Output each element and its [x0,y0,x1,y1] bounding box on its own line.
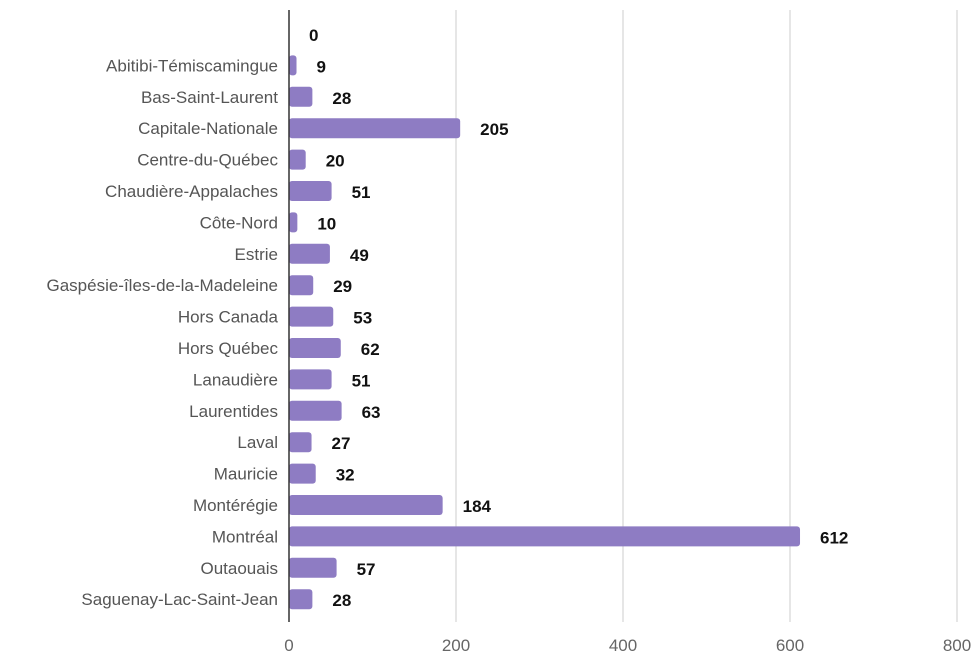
category-label-13: Laval [237,433,278,452]
x-tick-label-200: 200 [442,636,470,655]
bar-13 [289,432,312,453]
data-label-13: 27 [332,434,351,453]
data-label-3: 205 [480,120,508,139]
data-label-7: 49 [350,246,369,265]
bar-18 [289,589,313,610]
data-label-5: 51 [352,183,371,202]
category-label-15: Montérégie [193,496,278,515]
bar-6 [289,212,298,233]
category-label-1: Abitibi-Témiscamingue [106,56,278,75]
category-label-8: Gaspésie-îles-de-la-Madeleine [46,276,278,295]
bar-4 [289,149,306,170]
bar-5 [289,181,332,201]
bar-15 [289,495,443,515]
data-label-6: 10 [317,214,336,233]
data-label-14: 32 [336,466,355,485]
bar-10 [289,338,341,358]
category-label-4: Centre-du-Québec [137,151,278,170]
bar-9 [289,306,334,327]
bar-14 [289,463,316,484]
bar-2 [289,86,313,107]
bar-1 [289,55,297,76]
bar-3 [289,118,461,139]
data-label-11: 51 [352,371,371,390]
bars [289,55,801,610]
category-labels: Abitibi-Témiscamingue Bas-Saint-Laurent Ca… [46,56,278,609]
category-label-18: Saguenay-Lac-Saint-Jean [81,590,278,609]
data-label-2: 28 [332,89,351,108]
data-label-18: 28 [332,591,351,610]
category-label-9: Hors Canada [178,308,279,327]
x-axis-ticks: 0 200 400 600 800 [284,636,971,655]
category-label-12: Laurentides [189,402,278,421]
data-label-8: 29 [333,277,352,296]
category-label-11: Lanaudière [193,370,278,389]
category-label-7: Estrie [235,245,278,264]
data-label-1: 9 [317,57,326,76]
x-tick-label-600: 600 [776,636,804,655]
data-label-0: 0 [309,26,318,45]
x-tick-label-0: 0 [284,636,293,655]
data-label-12: 63 [362,403,381,422]
category-label-10: Hors Québec [178,339,279,358]
category-label-17: Outaouais [201,559,279,578]
category-label-14: Mauricie [214,465,278,484]
data-label-9: 53 [353,309,372,328]
data-label-17: 57 [357,560,376,579]
bar-7 [289,243,330,264]
data-label-16: 612 [820,528,848,547]
x-tick-label-400: 400 [609,636,637,655]
bar-16 [289,526,801,547]
data-label-10: 62 [361,340,380,359]
data-label-4: 20 [326,152,345,171]
category-label-2: Bas-Saint-Laurent [141,88,278,107]
category-label-3: Capitale-Nationale [138,119,278,138]
data-label-15: 184 [463,497,492,516]
bar-12 [289,400,342,421]
category-label-16: Montréal [212,527,278,546]
category-label-5: Chaudière-Appalaches [105,182,278,201]
bar-11 [289,369,332,390]
bar-17 [289,557,337,578]
category-label-6: Côte-Nord [200,213,278,232]
bar-8 [289,275,314,296]
x-tick-label-800: 800 [943,636,971,655]
gridlines [455,10,958,622]
